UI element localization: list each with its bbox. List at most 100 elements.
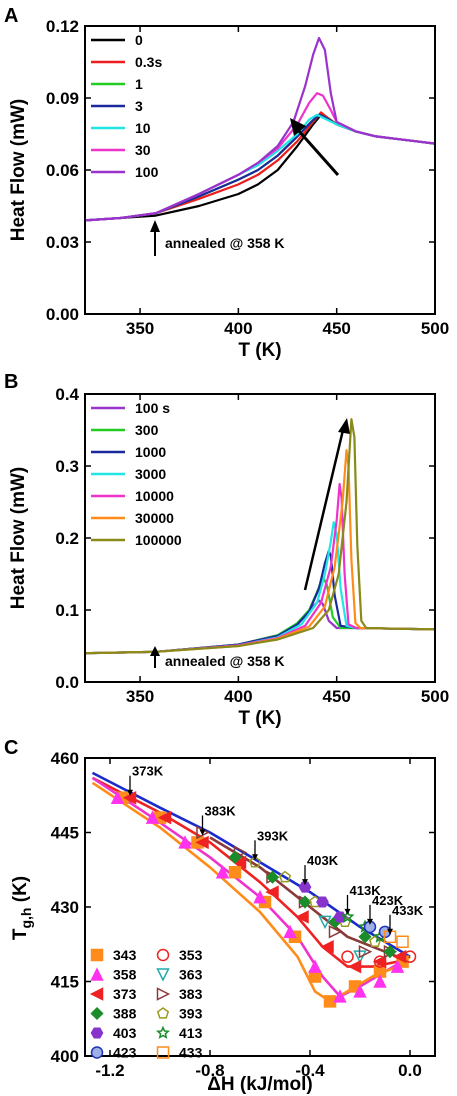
legend-label: 10000	[135, 488, 174, 504]
x-tick-label: 400	[224, 319, 252, 338]
panel-a-legend: 0 0.3s 1 3 10 30 100	[91, 32, 162, 180]
data-point	[347, 959, 362, 974]
data-point	[155, 1025, 171, 1039]
data-point	[90, 1046, 104, 1059]
data-point	[383, 945, 397, 959]
data-point	[90, 1006, 104, 1021]
data-point	[372, 954, 387, 969]
data-point	[178, 835, 192, 849]
legend-label: 300	[135, 422, 159, 438]
data-point	[145, 810, 160, 824]
ylabel-main: T	[10, 928, 31, 940]
data-point	[248, 855, 262, 868]
data-point	[373, 974, 387, 988]
data-point	[390, 959, 405, 973]
data-point	[253, 889, 267, 904]
annotation-text-a: annealed @ 358 K	[165, 235, 284, 251]
panel-c: C -1.2 -0.8 -0.4 0.0 400 415 430 445 460 373K 383K…	[4, 737, 436, 1095]
trend-arrowhead-a	[290, 118, 306, 136]
legend-label: 423	[113, 1045, 137, 1061]
y-tick-label: 0.0	[55, 673, 79, 692]
panel-a-xlabel: T (K)	[238, 340, 281, 361]
data-point	[228, 850, 242, 864]
x-tick-label: 400	[224, 687, 252, 706]
legend-label: 383	[179, 986, 203, 1002]
data-point	[358, 930, 372, 944]
panel-c-frame	[84, 757, 436, 1057]
legend-label: 1	[135, 76, 143, 92]
panel-b-legend: 100 s 300 1000 3000 10000 30000 100000	[91, 400, 182, 548]
annotation-arrowhead	[302, 879, 308, 886]
panel-a-ylabel: Heat Flow (mW)	[8, 99, 29, 242]
legend-label: 10	[135, 120, 151, 136]
data-point	[156, 987, 171, 1001]
trend-arrow-a	[296, 129, 340, 176]
series-line-100s	[84, 599, 436, 655]
data-point	[298, 895, 312, 909]
data-point	[90, 948, 104, 962]
legend-label: 343	[113, 947, 137, 963]
data-point	[90, 967, 104, 981]
x-tick-label: -0.4	[295, 1061, 325, 1080]
legend-label: 0	[135, 32, 143, 48]
panel-b-axes: 350 400 450 500 0.0 0.1 0.2 0.3 0.4	[55, 385, 449, 706]
data-point	[341, 950, 354, 963]
annotation-label: 433K	[392, 903, 424, 918]
y-tick-label: 0.3	[55, 457, 79, 476]
y-tick-label: 0.09	[46, 89, 79, 108]
annotation-label: 403K	[307, 853, 339, 868]
legend-label: 403	[113, 1025, 137, 1041]
data-point	[318, 915, 332, 930]
annotation-label: 383K	[205, 803, 237, 818]
data-point	[156, 948, 170, 962]
data-point	[110, 790, 125, 804]
legend-label: 30	[135, 142, 151, 158]
annotation-arrowhead	[344, 908, 351, 915]
y-tick-label: 0.00	[46, 305, 79, 324]
annotation-arrowhead	[387, 928, 393, 935]
panel-b-xlabel: T (K)	[238, 708, 281, 729]
legend-label: 100	[135, 164, 159, 180]
annotation-arrowhead	[252, 854, 258, 861]
data-point	[195, 835, 209, 850]
data-point	[340, 909, 355, 923]
annotation-label: 373K	[132, 764, 164, 779]
legend-label: 393	[179, 1006, 203, 1022]
data-point	[298, 881, 312, 893]
panel-c-legend: 343 353 358 363 373 383 388 393 403 413 423 433	[89, 947, 203, 1061]
legend-label: 363	[179, 967, 203, 983]
panel-c-letter: C	[4, 737, 18, 759]
annotation-arrowhead	[367, 918, 373, 925]
data-point	[215, 865, 230, 879]
annotation-arrowhead-a	[150, 220, 160, 232]
legend-label: 0.3s	[135, 54, 162, 70]
panel-a: A 350 400 450 500 0.00 0.03 0.06 0.09 0.12 0 0.3s…	[4, 5, 449, 361]
annotation-arrowhead	[199, 829, 206, 836]
x-tick-label: 0.0	[398, 1061, 422, 1080]
y-tick-label: 0.1	[55, 601, 79, 620]
legend-label: 373	[113, 986, 137, 1002]
annotation-label: 393K	[257, 828, 289, 843]
legend-label: 353	[179, 947, 203, 963]
trend-arrowhead-b	[338, 418, 350, 434]
ylabel-unit: (K)	[10, 876, 31, 908]
data-point	[265, 870, 280, 884]
y-tick-label: 0.06	[46, 161, 79, 180]
data-point	[156, 968, 170, 982]
data-point	[283, 924, 297, 939]
data-point	[320, 940, 334, 954]
annotation-text-b: annealed @ 358 K	[165, 653, 284, 669]
legend-label: 100 s	[135, 400, 170, 416]
data-point	[232, 855, 247, 870]
y-tick-label: 415	[51, 973, 79, 992]
panel-b-frame	[84, 393, 436, 683]
data-point	[265, 885, 279, 899]
x-tick-label: 500	[421, 687, 449, 706]
data-point	[323, 995, 337, 1008]
panel-c-xlabel: ΔH (kJ/mol)	[207, 1074, 313, 1095]
data-point	[156, 1046, 170, 1059]
legend-label: 413	[179, 1025, 203, 1041]
y-tick-label: 430	[51, 898, 79, 917]
legend-label: 100000	[135, 532, 182, 548]
